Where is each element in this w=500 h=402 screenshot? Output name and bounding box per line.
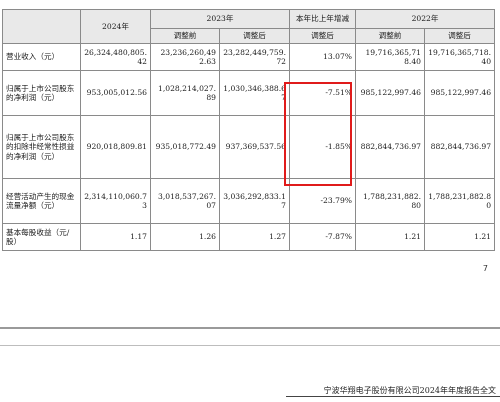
cell-2024: 1.17 — [80, 223, 151, 251]
table-row: 归属于上市公司股东的净利润（元） 953,005,012.56 1,028,21… — [2, 70, 496, 116]
cell-2024: 920,018,809.81 — [80, 115, 151, 179]
cell-2022-before: 882,844,736.97 — [355, 115, 426, 179]
row-label: 营业收入（元） — [2, 43, 81, 71]
table-row: 营业收入（元） 26,324,480,805.42 23,236,260,492… — [2, 43, 496, 71]
header-2023: 2023年 — [149, 9, 291, 29]
cell-2023-before: 23,236,260,492.63 — [150, 43, 220, 71]
cell-2022-after: 882,844,736.97 — [424, 115, 496, 179]
header-2022: 2022年 — [355, 9, 496, 29]
cell-2024: 953,005,012.56 — [80, 70, 151, 116]
page-divider-thin — [0, 345, 500, 346]
header-2022-before: 调整前 — [355, 28, 426, 44]
row-label: 归属于上市公司股东的净利润（元） — [2, 70, 81, 116]
cell-2023-before: 935,018,772.49 — [150, 115, 220, 179]
cell-2023-before: 1.26 — [150, 223, 220, 251]
page-number: 7 — [482, 264, 488, 273]
cell-2023-before: 3,018,537,267.07 — [150, 178, 220, 224]
cell-2024: 26,324,480,805.42 — [80, 43, 151, 71]
cell-2022-after: 19,716,365,718.40 — [424, 43, 496, 71]
row-label: 经营活动产生的现金流量净额（元） — [2, 178, 81, 224]
page-footer: 宁波华翔电子股份有限公司2024年年度报告全文 — [323, 386, 496, 395]
header-change-after: 调整后 — [289, 28, 357, 44]
cell-2023-after: 1.27 — [218, 223, 291, 251]
header-row-years: 2024年 2023年 本年比上年增减 2022年 — [2, 9, 496, 44]
page-divider — [0, 327, 500, 329]
header-2023-after: 调整后 — [218, 28, 291, 44]
cell-2022-before: 985,122,997.46 — [355, 70, 426, 116]
cell-2022-after: 1.21 — [424, 223, 496, 251]
header-2023-before: 调整前 — [150, 28, 220, 44]
cell-2024: 2,314,110,060.73 — [80, 178, 151, 224]
cell-2022-before: 19,716,365,718.40 — [355, 43, 426, 71]
row-label: 归属于上市公司股东的扣除非经常性损益的净利润（元） — [2, 115, 81, 179]
header-blank-cell — [2, 9, 81, 44]
cell-2023-after: 937,369,537.56 — [218, 115, 291, 179]
cell-2022-before: 1,788,231,882.80 — [355, 178, 426, 224]
cell-2022-after: 985,122,997.46 — [424, 70, 496, 116]
cell-2022-after: 1,788,231,882.80 — [424, 178, 496, 224]
header-2024: 2024年 — [80, 9, 151, 44]
cell-2023-before: 1,028,214,027.89 — [150, 70, 220, 116]
cell-change: -1.85% — [289, 115, 357, 179]
cell-change: -23.79% — [289, 178, 357, 224]
cell-2023-after: 1,030,346,388.67 — [218, 70, 291, 116]
table-row: 基本每股收益（元/股） 1.17 1.26 1.27 -7.87% 1.21 1… — [2, 223, 496, 251]
cell-2023-after: 3,036,292,833.17 — [218, 178, 291, 224]
cell-2022-before: 1.21 — [355, 223, 426, 251]
header-change: 本年比上年增减 — [289, 9, 357, 29]
table-row: 经营活动产生的现金流量净额（元） 2,314,110,060.73 3,018,… — [2, 178, 496, 224]
row-label: 基本每股收益（元/股） — [2, 223, 81, 251]
financial-summary-table: 2024年 2023年 本年比上年增减 2022年 调整前 调整后 调整后 调整… — [2, 9, 496, 251]
cell-2023-after: 23,282,449,759.72 — [218, 43, 291, 71]
footer-underline — [286, 396, 500, 397]
header-2022-after: 调整后 — [424, 28, 496, 44]
cell-change: -7.87% — [289, 223, 357, 251]
cell-change: 13.07% — [289, 43, 357, 71]
table-row: 归属于上市公司股东的扣除非经常性损益的净利润（元） 920,018,809.81… — [2, 115, 496, 179]
cell-change: -7.51% — [289, 70, 357, 116]
